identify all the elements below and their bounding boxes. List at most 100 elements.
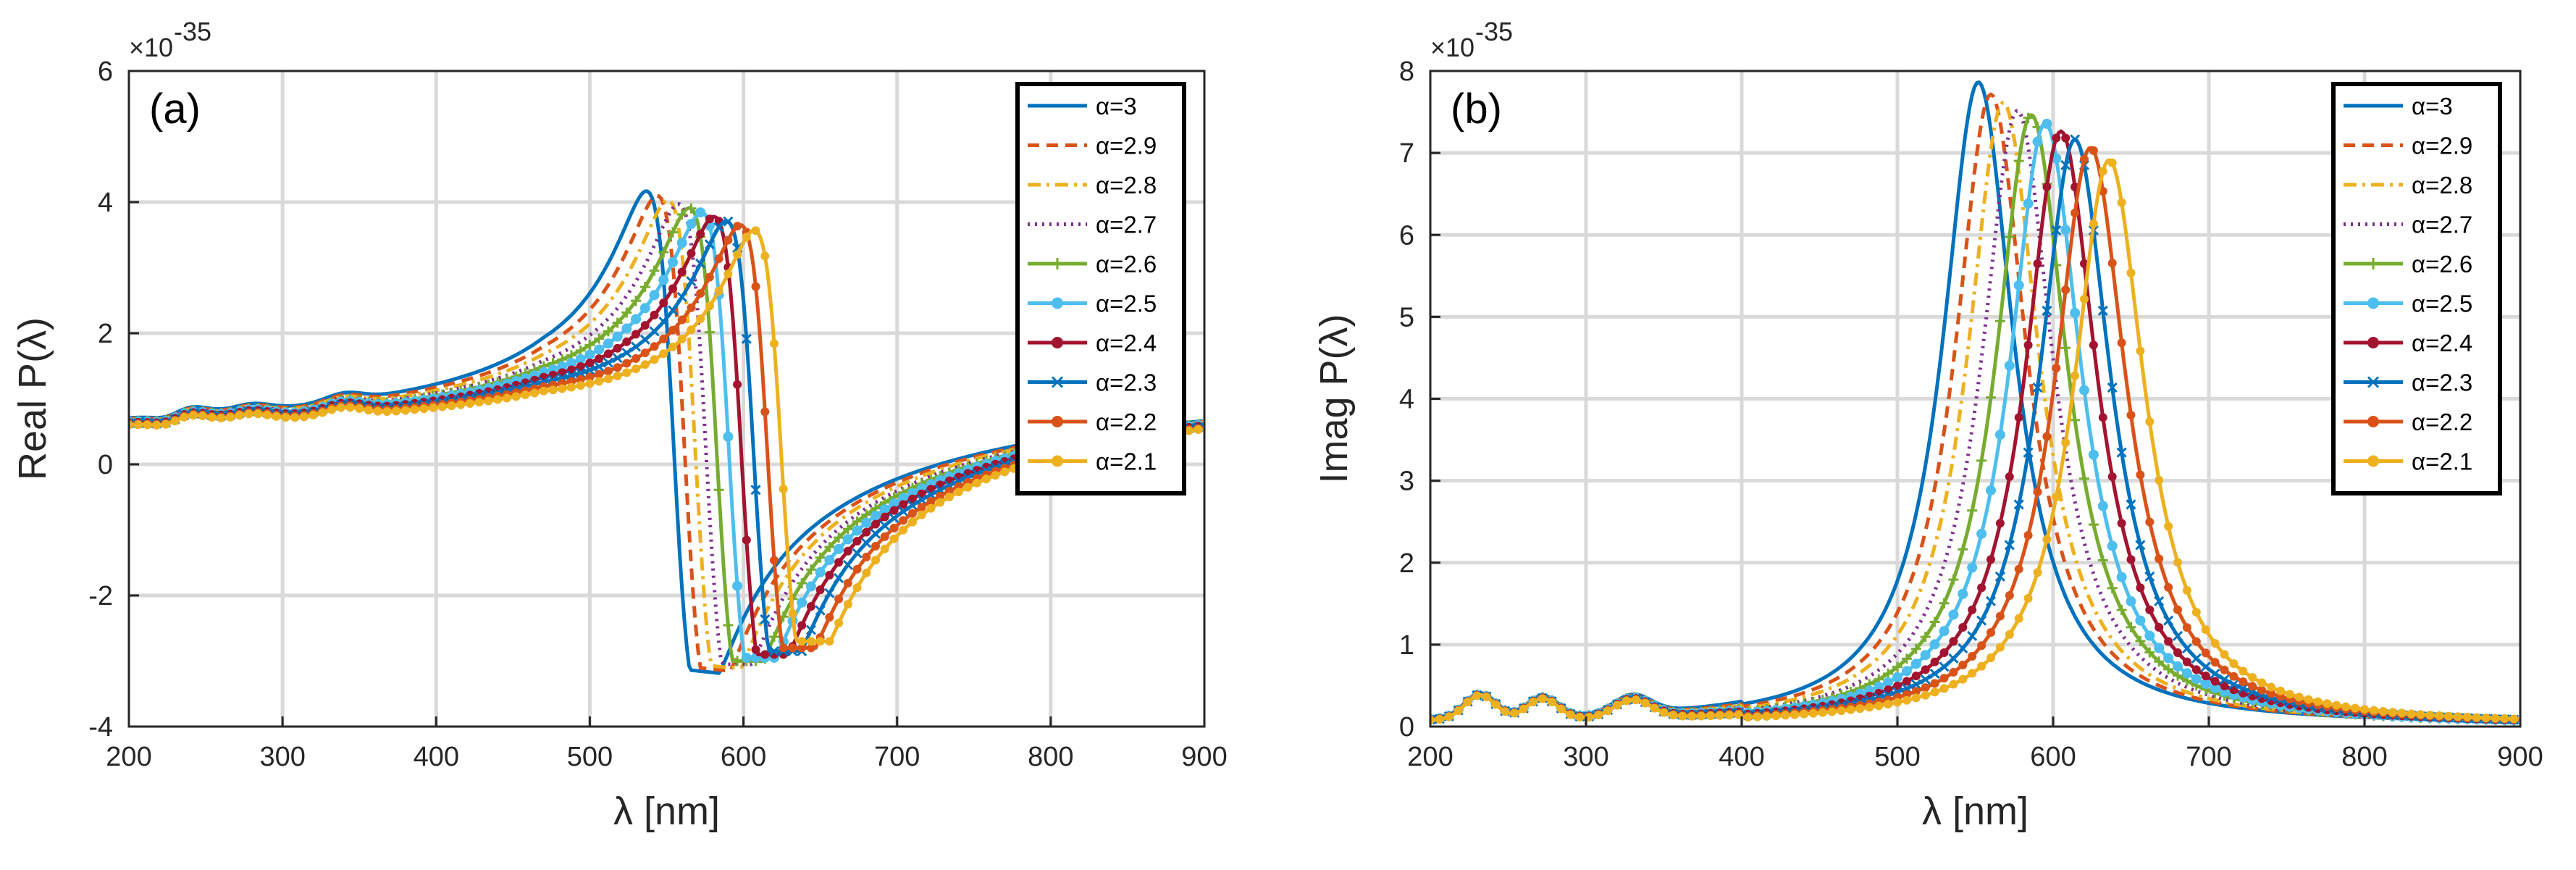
series-marker [899,516,908,525]
series-marker [2107,158,2117,167]
series-marker [621,347,632,359]
series-marker [2060,159,2071,171]
series-marker [1743,713,1753,722]
series-line-1 [129,193,1204,673]
series-marker [1519,704,1528,714]
series-marker [797,637,807,646]
series-marker [2257,678,2267,687]
series-marker [889,498,899,509]
x-tick-label: 200 [106,742,151,772]
series-marker [2089,146,2098,155]
series-marker [963,482,973,492]
series-marker [779,643,788,653]
series-marker [2182,585,2191,595]
series-marker [2126,411,2136,420]
series-marker [2257,685,2267,695]
series-marker [658,275,669,285]
y-tick-label: 0 [1399,712,1414,743]
legend-marker-5 [1052,297,1063,309]
series-marker [732,580,743,591]
series-marker [797,621,807,630]
series-marker [530,388,540,398]
series-marker [2097,555,2108,566]
series-marker [2191,637,2201,646]
panel-a-x-axis-label: λ [nm] [613,790,720,833]
series-marker [1977,641,1986,651]
series-marker [1781,711,1790,720]
series-marker [861,538,872,548]
series-marker [1501,707,1510,716]
series-marker [870,511,881,522]
series-marker [2013,156,2024,167]
series-marker [539,386,548,396]
series-marker [2126,596,2136,607]
series-marker [345,403,355,412]
series-marker [1706,711,1715,721]
series-marker [1921,665,1930,674]
panel-b-y-axis-label: Imag P(λ) [1312,314,1356,483]
series-marker [2023,447,2034,458]
series-marker [198,411,207,421]
series-marker [870,528,881,539]
panel-b-y-ticks: 0 1 2 3 4 5 6 7 8 [1399,57,1440,743]
series-marker [862,527,871,537]
series-marker [2042,182,2052,191]
series-marker [2416,710,2425,719]
series-marker [2032,382,2043,393]
series-marker [658,316,669,327]
series-line-1 [1430,92,2519,723]
series-marker [843,579,852,588]
series-marker [272,411,281,421]
series-marker [741,333,752,344]
series-marker [2173,605,2182,614]
series-marker [695,258,706,269]
panel-a-exponent-power: -35 [174,17,211,46]
series-marker [659,334,668,343]
series-marker [548,385,558,395]
series-marker [2005,472,2014,482]
series-marker [2323,699,2332,708]
series-marker [2116,605,2127,616]
series-marker [1594,711,1603,720]
series-marker [622,368,632,377]
series-marker [677,334,687,343]
series-marker [584,364,595,375]
series-marker [917,503,926,512]
series-marker [1949,667,1958,677]
series-marker [2135,540,2146,551]
series-marker [1920,674,1931,685]
series-marker [843,600,852,609]
series-marker [1472,691,1482,700]
series-marker [2136,470,2145,480]
series-marker [1967,630,1978,641]
series-marker [511,392,521,401]
series-marker [585,379,595,388]
series-marker [871,542,881,551]
series-marker [2313,697,2323,706]
series-marker [1911,672,1921,681]
series-marker [2051,153,2062,164]
series-marker [2181,643,2192,654]
series-marker [2332,700,2341,710]
series-marker [2042,432,2052,441]
series-marker [244,409,253,419]
series-marker [327,405,337,414]
legend-label-3: α=2.7 [2412,212,2472,238]
series-marker [392,406,401,416]
series-marker [603,326,613,337]
series-marker [1958,588,1968,599]
series-marker [2164,522,2173,531]
series-marker [2191,653,2202,664]
series-marker [465,398,474,408]
series-marker [217,414,226,423]
series-marker [842,559,853,570]
series-marker [650,310,659,319]
series-marker [898,506,909,517]
x-tick-label: 400 [414,742,459,772]
series-marker [2378,707,2388,716]
series-marker [861,517,872,528]
series-marker [2126,499,2136,510]
series-marker [1976,615,1987,626]
series-marker [733,380,742,389]
series-marker [1986,628,1995,637]
